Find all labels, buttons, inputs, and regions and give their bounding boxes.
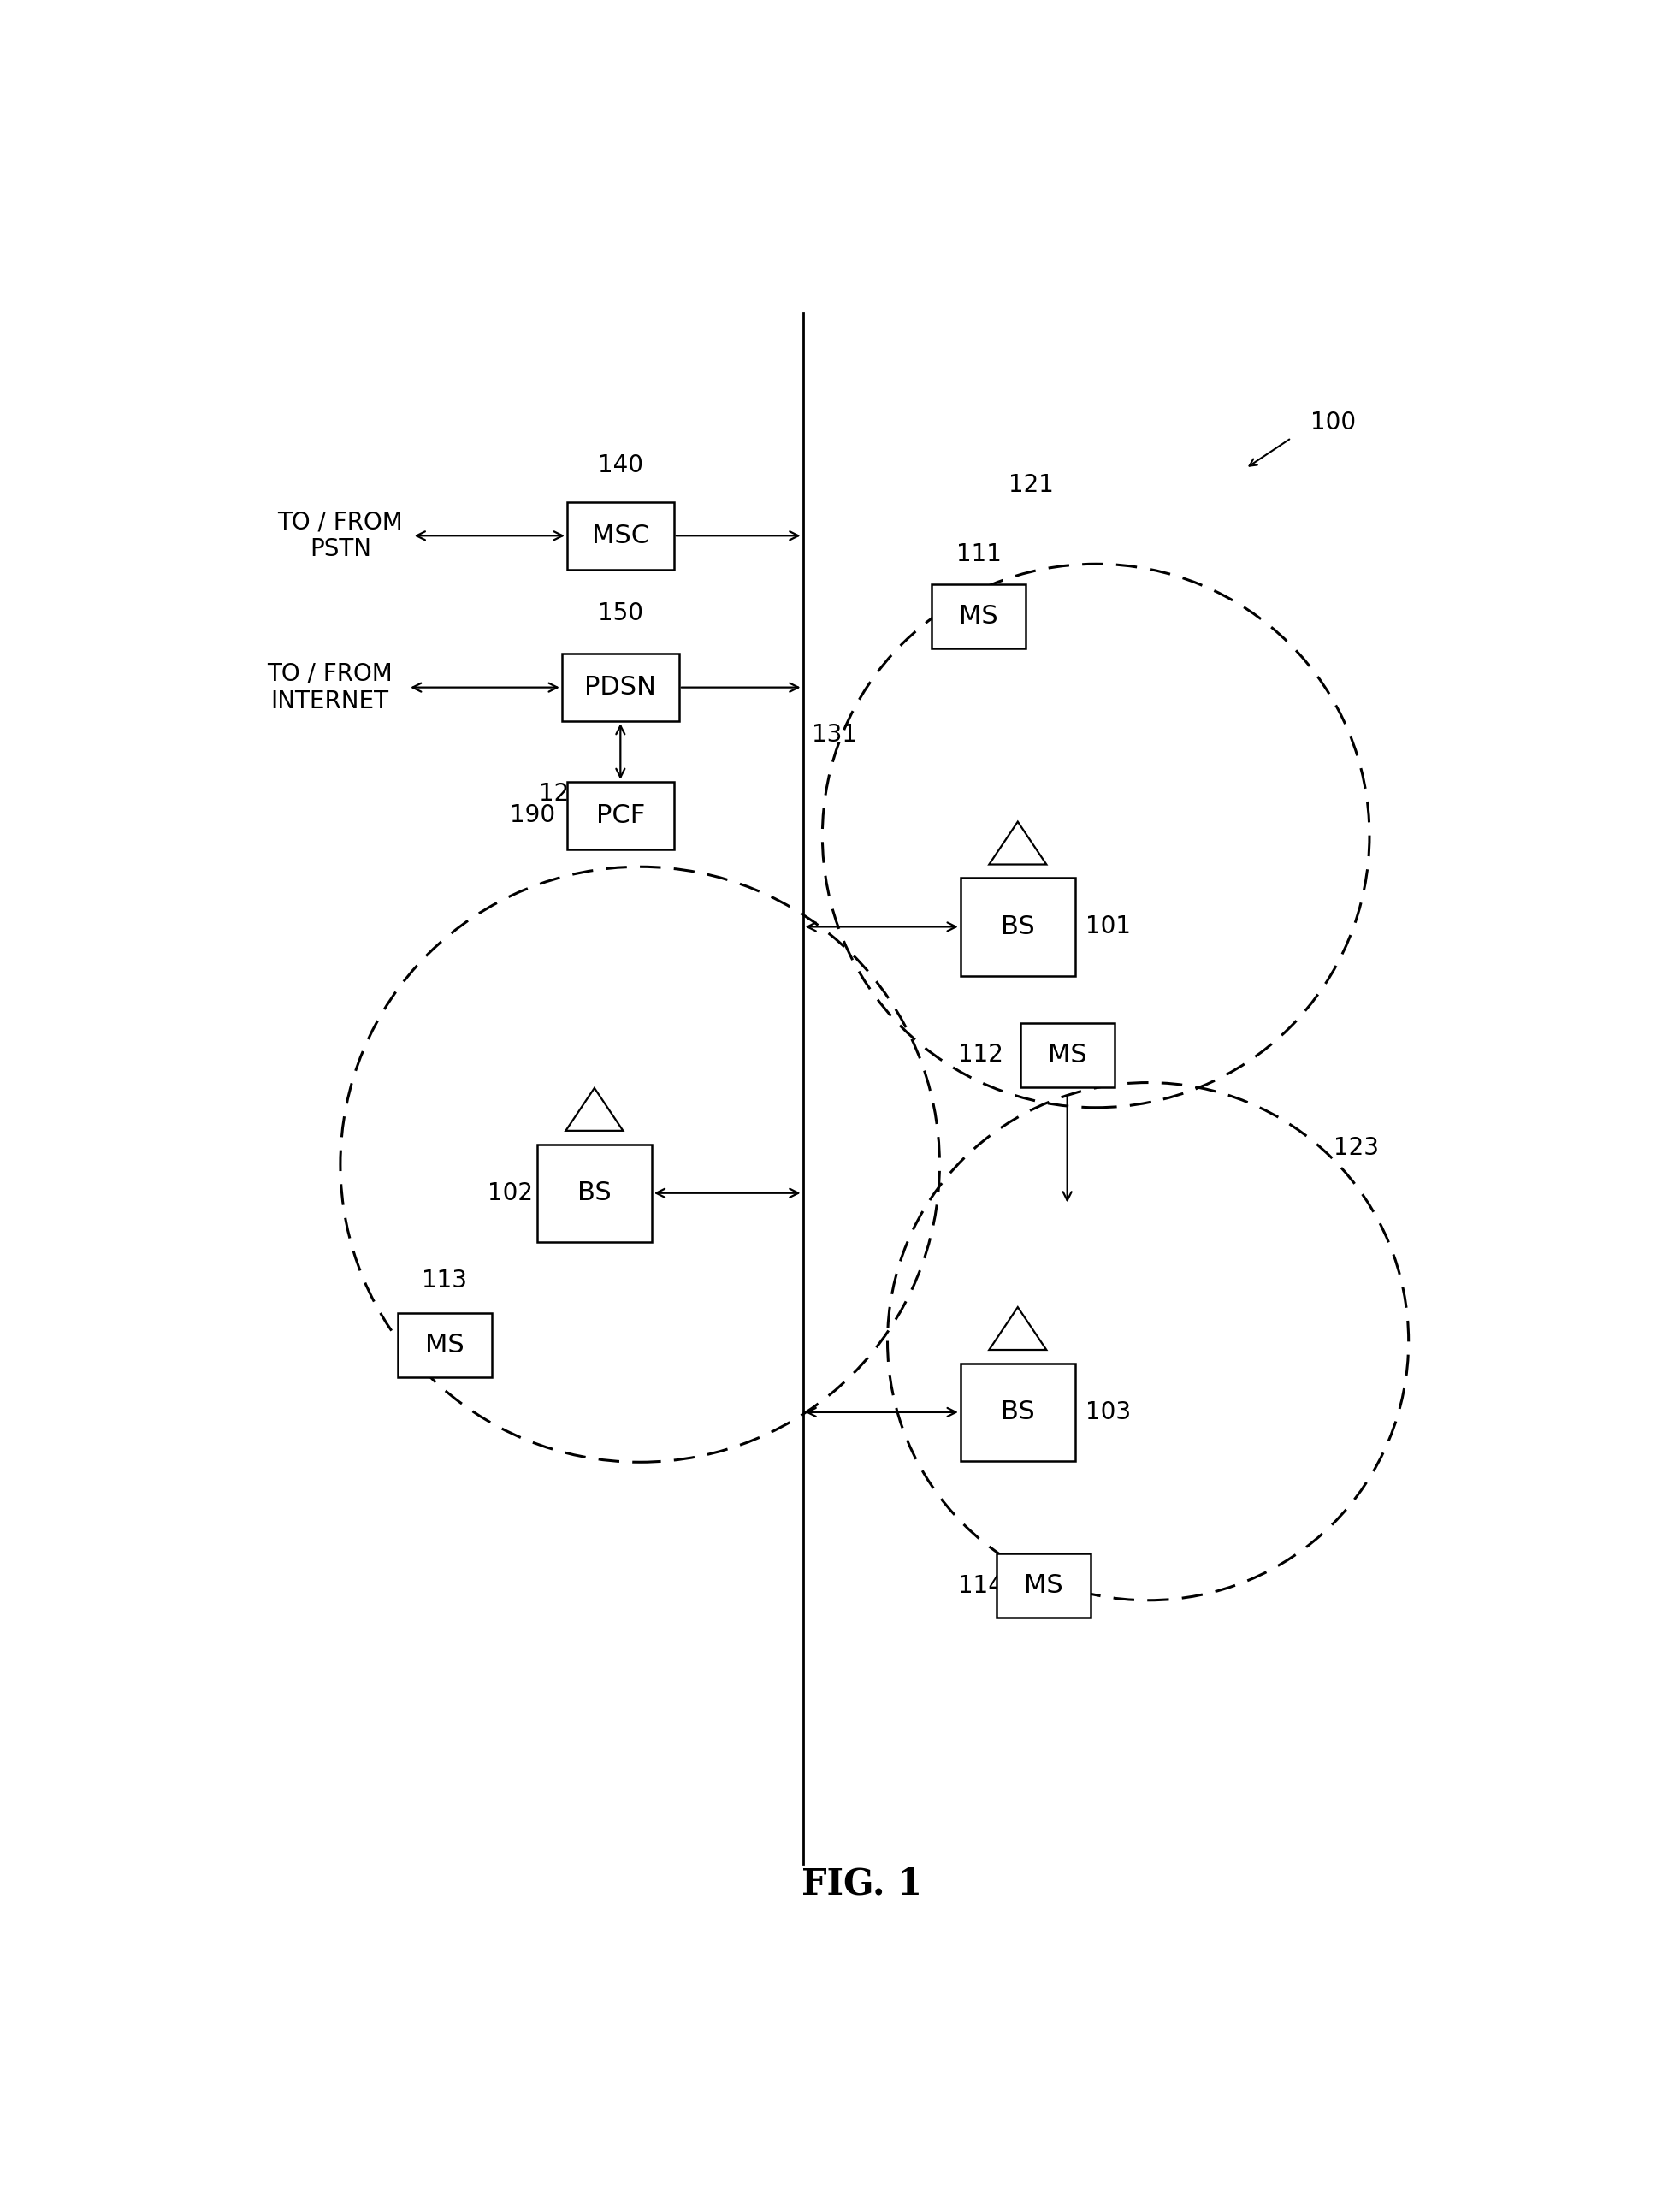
Text: 103: 103: [1085, 1401, 1131, 1425]
Text: MS: MS: [1047, 1042, 1087, 1068]
Text: FIG. 1: FIG. 1: [801, 1867, 921, 1902]
Text: 101: 101: [1085, 915, 1131, 939]
Text: 100: 100: [1310, 412, 1356, 436]
FancyBboxPatch shape: [931, 584, 1025, 648]
Text: TO / FROM
PSTN: TO / FROM PSTN: [277, 510, 403, 563]
Text: BS: BS: [578, 1180, 612, 1206]
FancyBboxPatch shape: [561, 655, 679, 720]
FancyBboxPatch shape: [959, 878, 1075, 976]
Text: 140: 140: [598, 453, 643, 477]
Text: BS: BS: [1000, 915, 1035, 939]
FancyBboxPatch shape: [566, 501, 674, 569]
Text: 190: 190: [509, 803, 554, 827]
Text: PDSN: PDSN: [585, 674, 655, 700]
FancyBboxPatch shape: [1020, 1022, 1114, 1088]
Text: 113: 113: [422, 1270, 467, 1294]
Text: MS: MS: [1023, 1574, 1063, 1598]
Text: BS: BS: [1000, 1399, 1035, 1425]
Text: 131: 131: [811, 722, 857, 746]
Text: 111: 111: [956, 543, 1001, 567]
FancyBboxPatch shape: [566, 781, 674, 849]
FancyBboxPatch shape: [538, 1145, 652, 1241]
Text: MSC: MSC: [591, 523, 648, 547]
Text: 114: 114: [958, 1574, 1003, 1598]
Text: MS: MS: [959, 604, 998, 628]
FancyBboxPatch shape: [398, 1313, 491, 1377]
FancyBboxPatch shape: [959, 1364, 1075, 1460]
Text: 122: 122: [539, 781, 585, 806]
Text: 150: 150: [598, 602, 643, 626]
Text: 123: 123: [1334, 1136, 1378, 1160]
Text: 102: 102: [487, 1182, 533, 1206]
Text: MS: MS: [425, 1333, 464, 1357]
Text: TO / FROM
INTERNET: TO / FROM INTERNET: [267, 661, 393, 714]
Text: 121: 121: [1008, 473, 1053, 497]
FancyBboxPatch shape: [996, 1554, 1090, 1618]
Text: 112: 112: [958, 1042, 1003, 1066]
Text: PCF: PCF: [596, 803, 645, 827]
